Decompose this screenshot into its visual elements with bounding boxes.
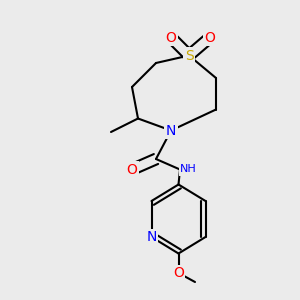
Text: N: N: [146, 230, 157, 244]
Text: O: O: [127, 163, 137, 176]
Text: O: O: [205, 31, 215, 44]
Text: N: N: [166, 124, 176, 137]
Text: O: O: [166, 31, 176, 44]
Text: NH: NH: [180, 164, 197, 175]
Text: S: S: [184, 49, 194, 62]
Text: O: O: [173, 266, 184, 280]
